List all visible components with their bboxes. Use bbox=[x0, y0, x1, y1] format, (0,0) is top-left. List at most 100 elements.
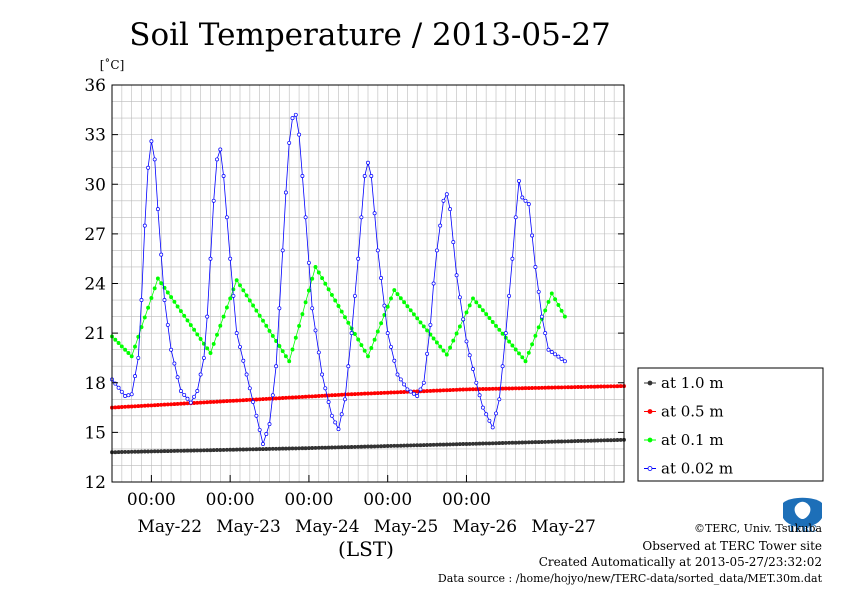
data-point bbox=[454, 387, 459, 392]
data-point bbox=[517, 440, 521, 445]
data-point bbox=[280, 248, 285, 253]
data-point bbox=[366, 391, 370, 396]
data-point bbox=[306, 394, 311, 399]
data-point bbox=[359, 343, 364, 348]
data-point bbox=[280, 396, 285, 400]
data-point bbox=[425, 351, 430, 356]
data-point bbox=[549, 350, 554, 354]
data-point bbox=[539, 440, 544, 444]
data-point bbox=[274, 446, 279, 451]
data-point bbox=[421, 324, 426, 329]
data-point bbox=[389, 296, 393, 301]
data-point bbox=[116, 450, 121, 455]
data-point bbox=[178, 309, 183, 314]
data-point bbox=[517, 178, 521, 183]
data-point bbox=[172, 402, 177, 407]
data-point bbox=[556, 303, 561, 307]
data-point bbox=[142, 223, 147, 228]
data-point bbox=[238, 398, 242, 403]
data-point bbox=[339, 309, 344, 314]
data-point bbox=[116, 405, 121, 410]
data-point bbox=[490, 441, 495, 446]
data-point bbox=[346, 364, 351, 369]
data-point bbox=[333, 298, 338, 303]
data-point bbox=[451, 240, 456, 245]
terc-logo: TERC bbox=[783, 497, 822, 535]
data-point bbox=[415, 394, 420, 398]
data-point bbox=[149, 139, 154, 144]
data-point bbox=[205, 346, 210, 351]
data-point bbox=[169, 295, 174, 300]
data-point bbox=[123, 404, 128, 409]
data-point bbox=[530, 342, 535, 347]
data-point bbox=[254, 308, 259, 313]
series-at-1-0-m bbox=[110, 437, 626, 455]
data-point bbox=[375, 444, 380, 449]
data-point bbox=[119, 450, 124, 454]
data-point bbox=[195, 332, 200, 337]
x-date-label: May-24 bbox=[295, 517, 360, 537]
data-point bbox=[572, 439, 577, 444]
data-point bbox=[553, 297, 558, 302]
data-point bbox=[133, 374, 137, 379]
data-point bbox=[523, 440, 528, 445]
data-point bbox=[517, 386, 521, 391]
data-point bbox=[464, 310, 469, 315]
data-point bbox=[297, 395, 302, 400]
data-point bbox=[336, 304, 341, 308]
data-point bbox=[238, 283, 242, 288]
data-point bbox=[326, 400, 331, 404]
copyright-text: ©TERC, Univ. Tsukuba bbox=[694, 522, 822, 535]
data-point bbox=[579, 438, 584, 443]
data-point bbox=[421, 389, 426, 394]
data-point bbox=[234, 398, 239, 403]
data-point bbox=[300, 446, 305, 451]
data-point bbox=[290, 395, 295, 400]
data-point bbox=[395, 443, 400, 448]
data-point bbox=[247, 447, 252, 452]
data-point bbox=[503, 440, 508, 445]
data-point bbox=[254, 397, 259, 402]
data-point bbox=[471, 441, 475, 446]
data-point bbox=[356, 444, 361, 449]
data-point bbox=[369, 346, 374, 350]
data-point bbox=[480, 387, 485, 391]
x-time-label: 00:00 bbox=[127, 490, 176, 510]
data-point bbox=[136, 404, 141, 409]
data-point bbox=[539, 385, 544, 390]
data-point bbox=[572, 385, 577, 390]
data-point bbox=[313, 265, 318, 269]
data-point bbox=[556, 439, 561, 444]
data-point bbox=[257, 447, 262, 452]
data-point bbox=[484, 412, 489, 417]
series-layer bbox=[110, 112, 626, 455]
data-point bbox=[313, 394, 318, 399]
data-point bbox=[569, 385, 574, 390]
data-point bbox=[208, 448, 213, 453]
data-point bbox=[595, 438, 600, 443]
data-point bbox=[438, 223, 443, 228]
data-point bbox=[359, 391, 364, 396]
data-point bbox=[320, 276, 325, 281]
data-point bbox=[172, 299, 177, 304]
data-point bbox=[605, 438, 610, 443]
data-point bbox=[513, 386, 518, 391]
data-point bbox=[205, 448, 210, 453]
data-point bbox=[402, 382, 407, 387]
data-point bbox=[385, 390, 390, 395]
data-point bbox=[336, 445, 341, 450]
data-point bbox=[405, 387, 410, 392]
data-point bbox=[599, 438, 603, 443]
data-point bbox=[559, 356, 564, 361]
data-point bbox=[175, 304, 180, 309]
data-point bbox=[464, 387, 469, 392]
data-point bbox=[215, 157, 219, 162]
data-point bbox=[149, 403, 154, 408]
data-point bbox=[362, 444, 367, 449]
x-time-label: 00:00 bbox=[363, 490, 412, 510]
data-point bbox=[231, 287, 236, 292]
data-point bbox=[533, 265, 538, 269]
data-point bbox=[566, 385, 571, 390]
data-point bbox=[244, 447, 249, 452]
